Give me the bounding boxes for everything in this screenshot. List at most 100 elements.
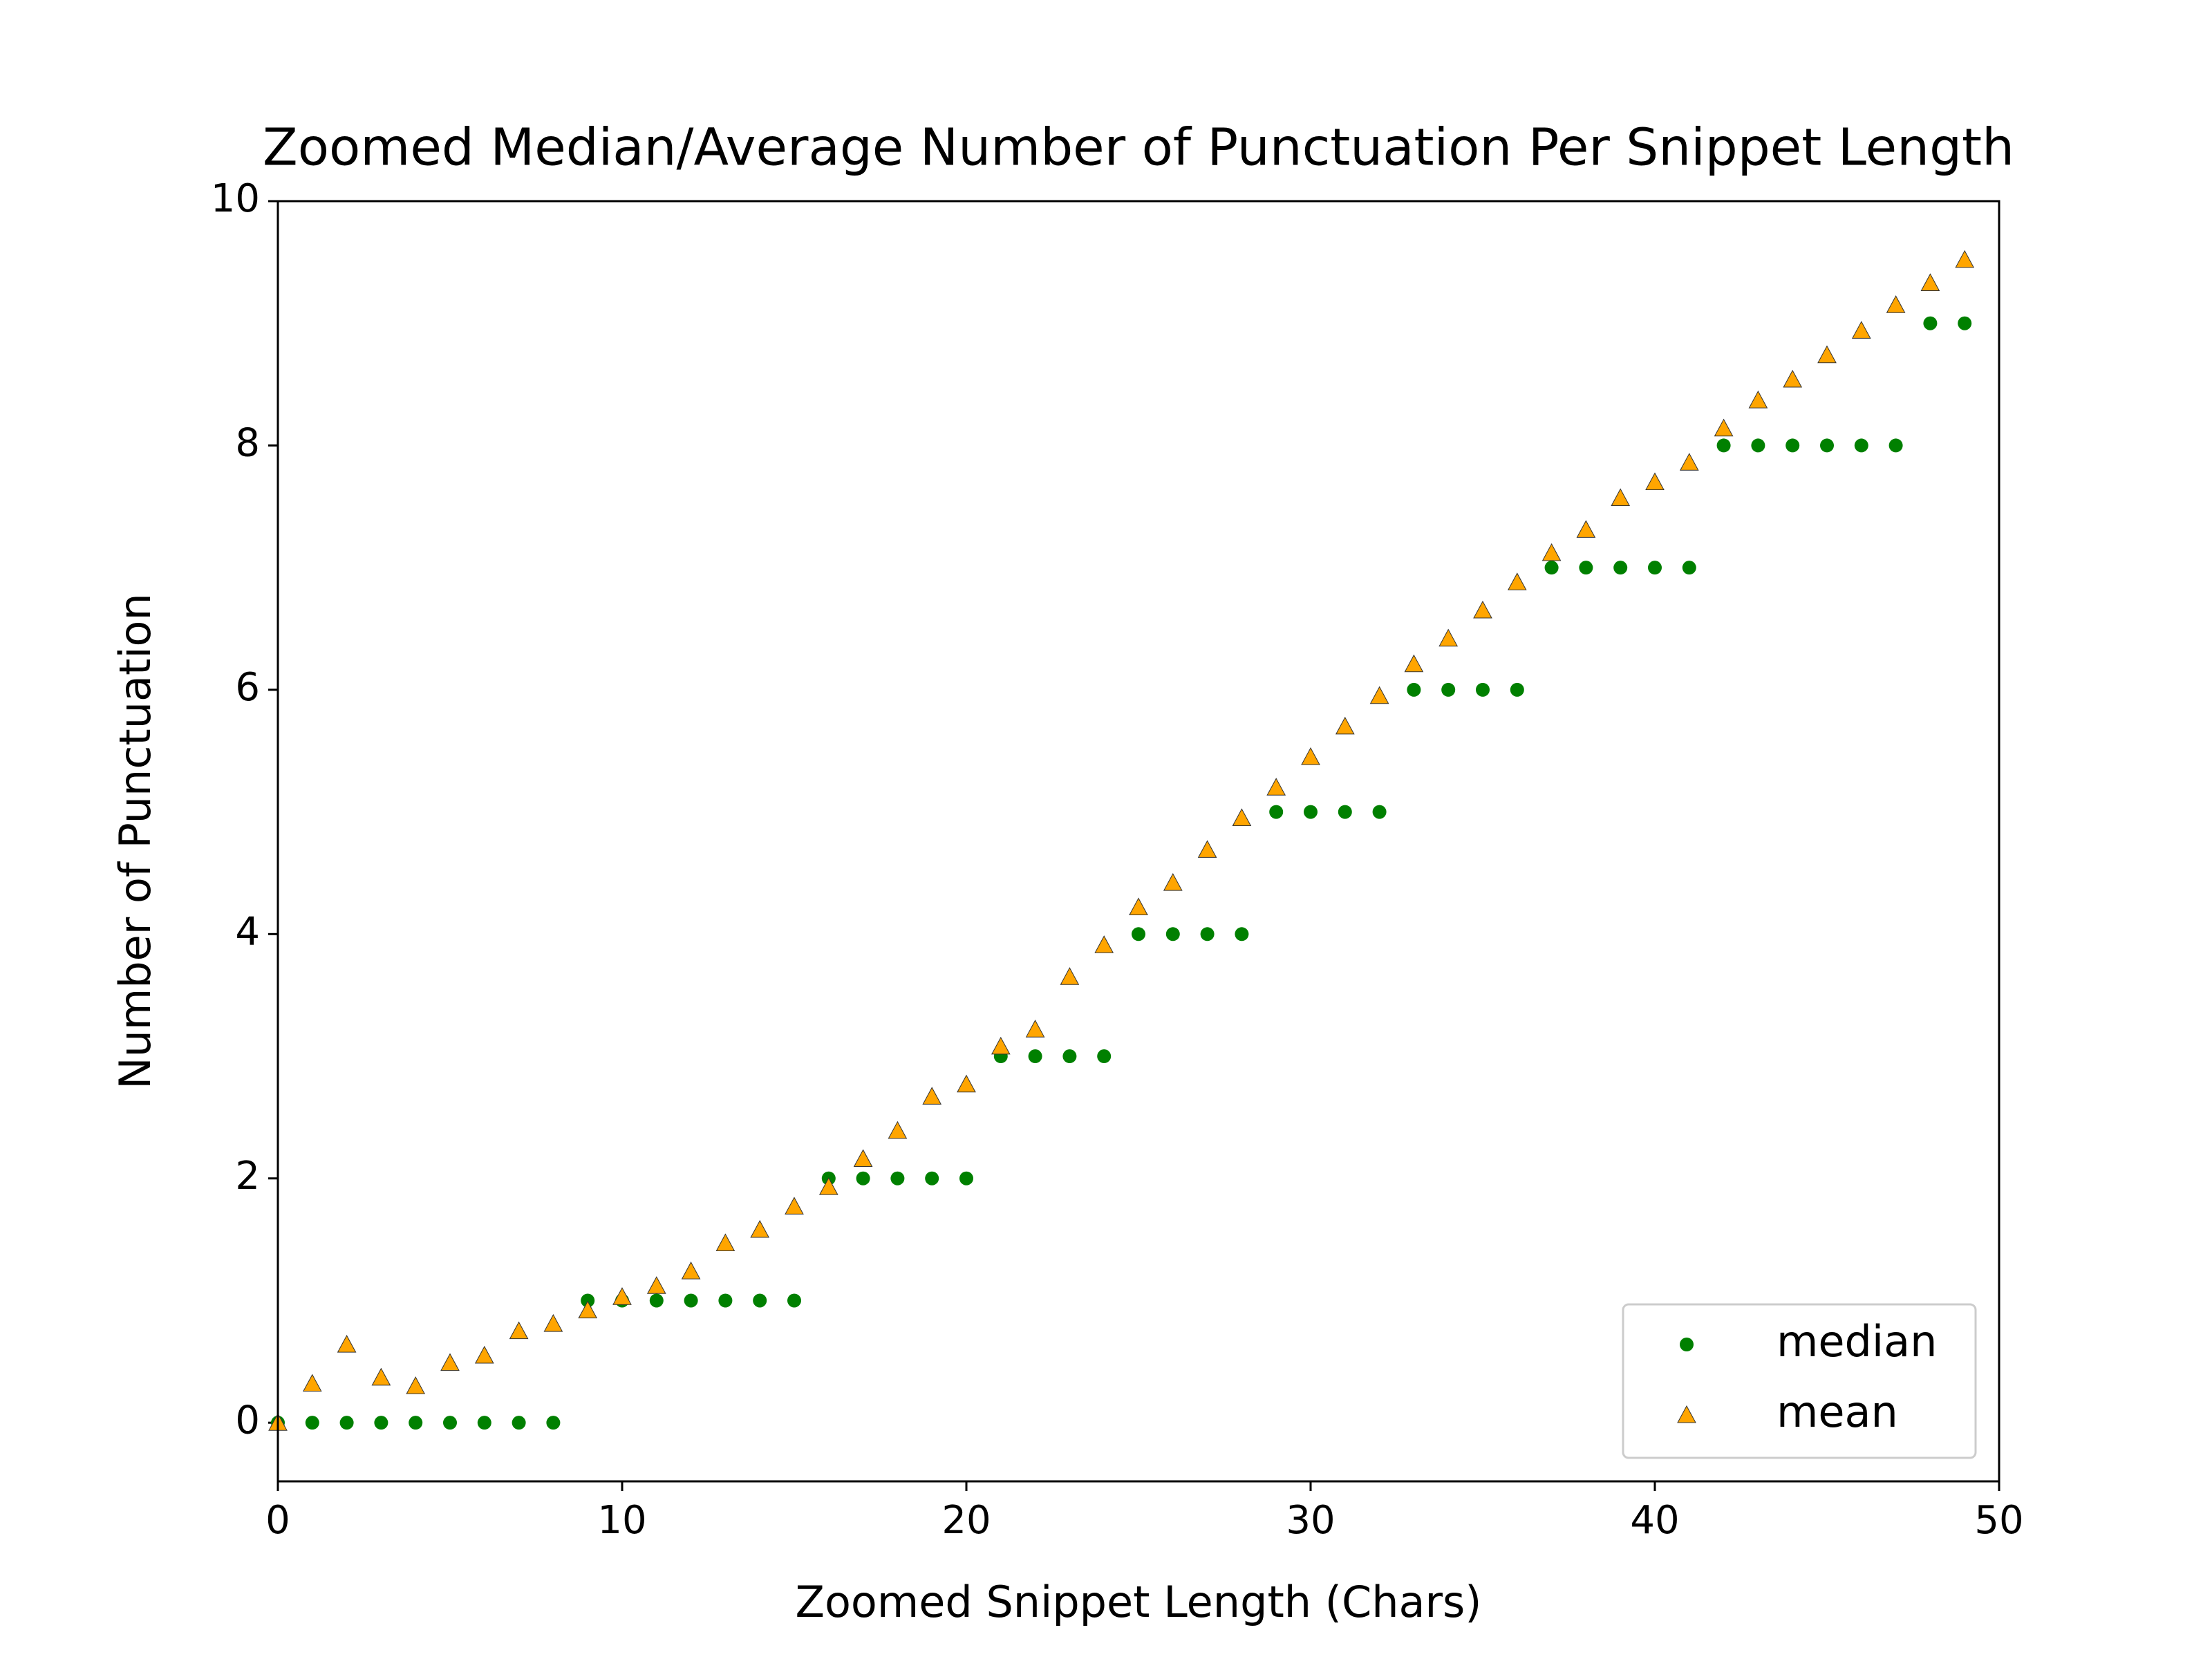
point	[1301, 747, 1320, 765]
point	[474, 1345, 494, 1364]
point	[1920, 273, 1940, 291]
point	[853, 1149, 873, 1168]
point	[1338, 805, 1352, 819]
point	[1062, 1049, 1077, 1064]
point	[888, 1121, 908, 1139]
point	[409, 1416, 423, 1430]
point	[1369, 686, 1389, 704]
legend-box	[1622, 1303, 1977, 1459]
point	[546, 1416, 561, 1430]
point	[1060, 967, 1080, 985]
point	[1716, 438, 1731, 453]
point	[1510, 682, 1524, 697]
y-tick-label: 0	[235, 1398, 260, 1443]
point	[856, 1171, 870, 1185]
point	[1028, 1049, 1042, 1064]
point	[1820, 438, 1834, 453]
point	[681, 1261, 701, 1280]
legend-label: median	[1777, 1316, 1937, 1367]
point	[1473, 600, 1492, 619]
point	[443, 1416, 457, 1430]
point	[1335, 716, 1355, 735]
point	[1025, 1020, 1045, 1038]
point	[337, 1335, 357, 1353]
legend-label: mean	[1777, 1387, 1898, 1437]
point	[649, 1293, 664, 1308]
point	[374, 1416, 388, 1430]
plot-frame	[276, 200, 2000, 1483]
point	[578, 1300, 598, 1319]
point	[1165, 927, 1180, 941]
point	[543, 1313, 563, 1332]
point	[959, 1171, 973, 1185]
point	[684, 1293, 698, 1308]
point	[1163, 873, 1183, 891]
point	[339, 1416, 354, 1430]
point	[715, 1233, 735, 1251]
point	[753, 1293, 767, 1308]
point	[1611, 488, 1631, 506]
point	[922, 1087, 942, 1105]
point	[1441, 682, 1456, 697]
point	[1576, 520, 1596, 538]
point	[512, 1416, 526, 1430]
point	[1197, 840, 1217, 858]
x-tick-label: 40	[1630, 1498, 1679, 1543]
point	[1404, 654, 1424, 673]
point	[581, 1293, 595, 1308]
point	[1094, 935, 1114, 953]
y-tick-label: 6	[235, 665, 260, 710]
point	[925, 1171, 939, 1185]
point	[1476, 682, 1490, 697]
x-tick-label: 10	[597, 1498, 646, 1543]
point	[305, 1416, 319, 1430]
point	[1097, 1049, 1112, 1064]
point	[1235, 927, 1249, 941]
point	[1886, 295, 1906, 313]
y-tick-label: 2	[235, 1154, 260, 1199]
point	[1817, 345, 1837, 364]
point	[1714, 418, 1734, 437]
point	[1507, 572, 1527, 590]
point	[1751, 438, 1765, 453]
point	[1613, 561, 1628, 575]
legend-marker	[1680, 1338, 1694, 1351]
point	[1579, 561, 1593, 575]
point	[1888, 438, 1903, 453]
point	[1648, 561, 1662, 575]
point	[612, 1287, 632, 1305]
point	[1304, 805, 1318, 819]
point	[718, 1293, 733, 1308]
y-tick-label: 8	[235, 421, 260, 466]
legend-marker	[1677, 1405, 1696, 1423]
point	[1682, 561, 1696, 575]
point	[957, 1074, 976, 1093]
x-tick-label: 20	[941, 1498, 991, 1543]
point	[1232, 808, 1252, 826]
point	[1748, 390, 1768, 409]
chart-title: Zoomed Median/Average Number of Punctuat…	[263, 118, 2014, 178]
y-tick-label: 10	[211, 176, 260, 221]
point	[1783, 369, 1803, 388]
x-tick-label: 0	[265, 1498, 290, 1543]
point	[1372, 805, 1387, 819]
point	[477, 1416, 491, 1430]
point	[302, 1374, 322, 1392]
point	[818, 1177, 838, 1195]
point	[1266, 778, 1286, 796]
point	[1955, 250, 1975, 268]
point	[1269, 805, 1284, 819]
point	[406, 1376, 426, 1394]
point	[991, 1036, 1011, 1055]
point	[1645, 472, 1665, 491]
point	[785, 1197, 804, 1215]
point	[440, 1353, 460, 1371]
point	[1407, 682, 1421, 697]
point	[1544, 561, 1559, 575]
y-tick-label: 4	[235, 909, 260, 954]
point	[1854, 438, 1868, 453]
point	[1851, 321, 1871, 339]
point	[1541, 543, 1562, 561]
